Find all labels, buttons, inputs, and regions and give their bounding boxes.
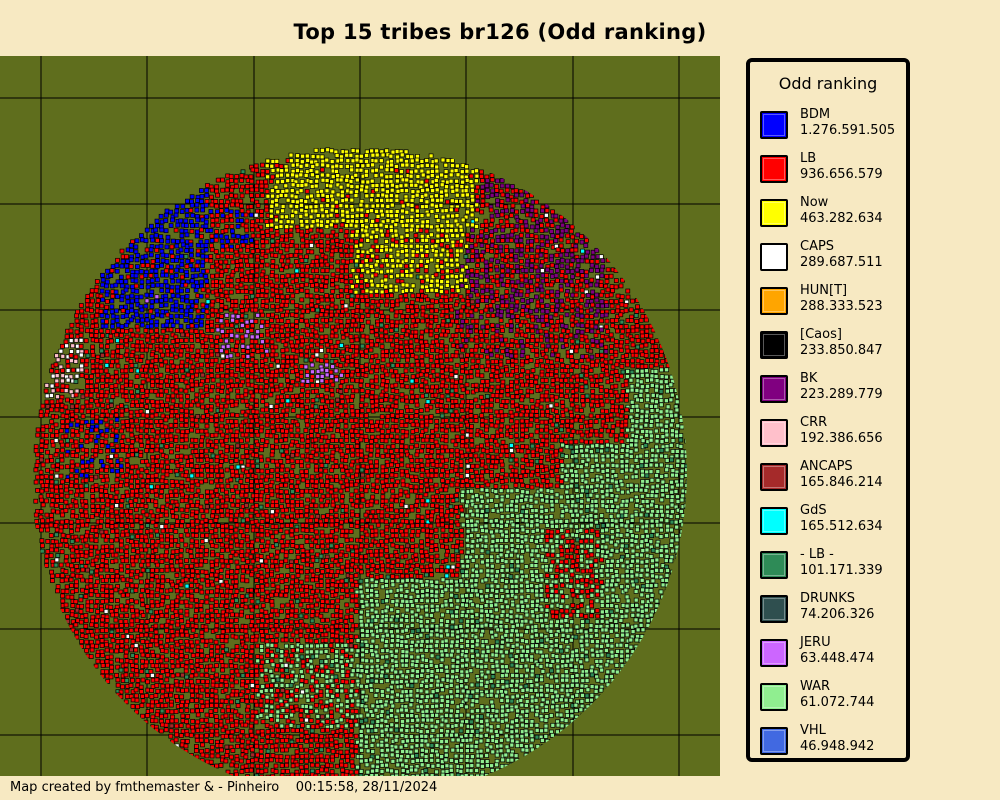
legend-tribe-name: DRUNKS bbox=[800, 591, 856, 606]
legend-tribe-name: CAPS bbox=[800, 239, 835, 254]
legend-tribe-points: 74.206.326 bbox=[800, 607, 875, 622]
legend-item-war: WAR 61.072.744 bbox=[760, 679, 906, 716]
footer: Map created by fmthemaster & - Pinheiro … bbox=[10, 780, 437, 795]
footer-credit: Map created by fmthemaster & - Pinheiro bbox=[10, 780, 280, 795]
legend-item-crr: CRR 192.386.656 bbox=[760, 415, 906, 452]
legend-tribe-name: WAR bbox=[800, 679, 831, 694]
legend-swatch bbox=[760, 419, 788, 447]
legend-tribe-points: 61.072.744 bbox=[800, 695, 875, 710]
legend-tribe-points: 165.512.634 bbox=[800, 519, 883, 534]
legend-tribe-points: 936.656.579 bbox=[800, 167, 883, 182]
legend: Odd ranking BDM 1.276.591.505 LB 936.656… bbox=[746, 58, 910, 762]
legend-item-lb: LB 936.656.579 bbox=[760, 151, 906, 188]
world-map[interactable] bbox=[0, 56, 720, 776]
legend-item-hunt: HUN[T] 288.333.523 bbox=[760, 283, 906, 320]
legend-tribe-name: Now bbox=[800, 195, 829, 210]
legend-swatch bbox=[760, 639, 788, 667]
legend-item-drunks: DRUNKS 74.206.326 bbox=[760, 591, 906, 628]
legend-swatch bbox=[760, 727, 788, 755]
legend-tribe-name: LB bbox=[800, 151, 817, 166]
legend-swatch bbox=[760, 375, 788, 403]
legend-swatch bbox=[760, 595, 788, 623]
legend-item-lb-dash: - LB - 101.171.339 bbox=[760, 547, 906, 584]
legend-tribe-points: 288.333.523 bbox=[800, 299, 883, 314]
legend-swatch bbox=[760, 155, 788, 183]
legend-tribe-name: ANCAPS bbox=[800, 459, 853, 474]
legend-item-jeru: JERU 63.448.474 bbox=[760, 635, 906, 672]
legend-tribe-name: VHL bbox=[800, 723, 826, 738]
legend-item-ancaps: ANCAPS 165.846.214 bbox=[760, 459, 906, 496]
legend-item-gds: GdS 165.512.634 bbox=[760, 503, 906, 540]
legend-tribe-points: 46.948.942 bbox=[800, 739, 875, 754]
legend-tribe-points: 289.687.511 bbox=[800, 255, 883, 270]
legend-title: Odd ranking bbox=[778, 74, 878, 93]
map-canvas[interactable] bbox=[0, 56, 720, 776]
legend-tribe-name: GdS bbox=[800, 503, 827, 518]
legend-tribe-points: 63.448.474 bbox=[800, 651, 875, 666]
legend-tribe-name: [Caos] bbox=[800, 327, 842, 342]
legend-swatch bbox=[760, 551, 788, 579]
legend-item-caps: CAPS 289.687.511 bbox=[760, 239, 906, 276]
legend-tribe-name: JERU bbox=[800, 635, 831, 650]
footer-timestamp: 00:15:58, 28/11/2024 bbox=[295, 780, 438, 795]
legend-tribe-points: 1.276.591.505 bbox=[800, 123, 896, 138]
legend-tribe-name: BK bbox=[800, 371, 818, 386]
legend-tribe-name: - LB - bbox=[800, 547, 834, 562]
legend-item-vhl: VHL 46.948.942 bbox=[760, 723, 906, 760]
legend-tribe-name: HUN[T] bbox=[800, 283, 848, 298]
legend-tribe-points: 101.171.339 bbox=[800, 563, 883, 578]
legend-tribe-points: 223.289.779 bbox=[800, 387, 883, 402]
legend-swatch bbox=[760, 243, 788, 271]
legend-swatch bbox=[760, 287, 788, 315]
legend-tribe-points: 463.282.634 bbox=[800, 211, 883, 226]
legend-swatch bbox=[760, 199, 788, 227]
legend-item-bdm: BDM 1.276.591.505 bbox=[760, 107, 906, 144]
legend-swatch bbox=[760, 111, 788, 139]
legend-tribe-points: 165.846.214 bbox=[800, 475, 883, 490]
legend-item-caos: [Caos] 233.850.847 bbox=[760, 327, 906, 364]
legend-swatch bbox=[760, 331, 788, 359]
legend-item-bk: BK 223.289.779 bbox=[760, 371, 906, 408]
legend-tribe-name: CRR bbox=[800, 415, 828, 430]
legend-item-now: Now 463.282.634 bbox=[760, 195, 906, 232]
map-title: Top 15 tribes br126 (Odd ranking) bbox=[293, 20, 707, 44]
village-layer bbox=[33, 147, 687, 776]
legend-tribe-points: 192.386.656 bbox=[800, 431, 883, 446]
legend-swatch bbox=[760, 463, 788, 491]
legend-swatch bbox=[760, 507, 788, 535]
legend-tribe-points: 233.850.847 bbox=[800, 343, 883, 358]
legend-tribe-name: BDM bbox=[800, 107, 831, 122]
legend-swatch bbox=[760, 683, 788, 711]
